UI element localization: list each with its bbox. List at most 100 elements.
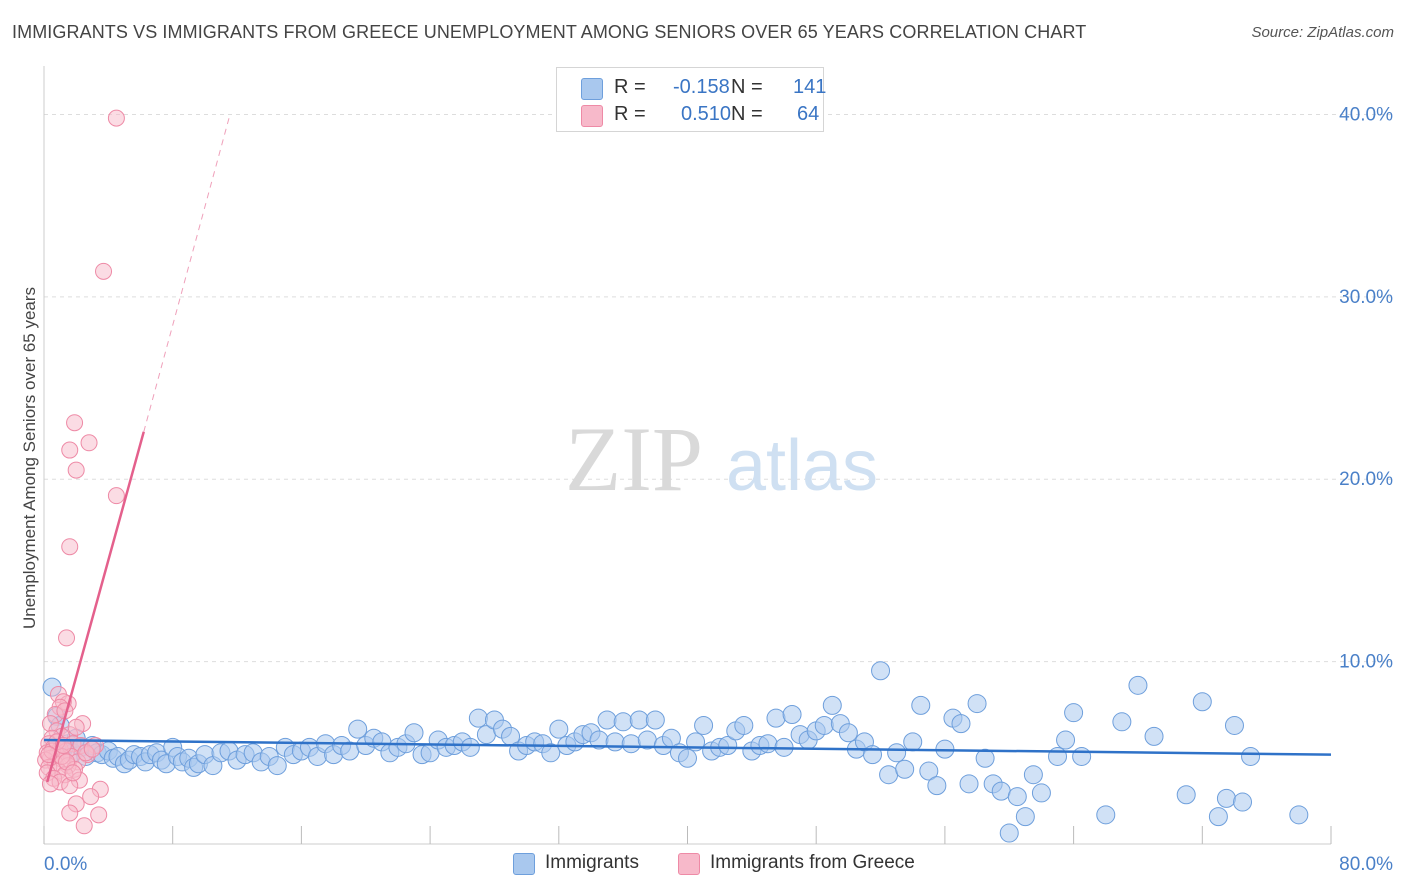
data-point-greece bbox=[61, 538, 79, 556]
data-point-immigrants bbox=[927, 776, 947, 796]
data-point-immigrants bbox=[887, 743, 907, 763]
data-point-immigrants bbox=[718, 736, 738, 756]
data-point-immigrants bbox=[911, 695, 931, 715]
data-point-immigrants bbox=[541, 743, 561, 763]
legend-r-value: -0.158 bbox=[673, 76, 730, 98]
source-credit: Source: ZipAtlas.com bbox=[1251, 24, 1394, 41]
y-tick-label: 30.0% bbox=[1339, 287, 1393, 308]
data-point-immigrants bbox=[1072, 746, 1092, 766]
data-point-immigrants bbox=[1007, 787, 1027, 807]
data-point-immigrants bbox=[975, 748, 995, 768]
x-tick-label: 0.0% bbox=[44, 854, 87, 875]
data-point-immigrants bbox=[1216, 788, 1236, 808]
data-point-immigrants bbox=[678, 748, 697, 768]
legend-n-label: N = bbox=[731, 76, 763, 98]
data-point-immigrants bbox=[1128, 675, 1148, 695]
legend-swatch-pink bbox=[581, 105, 603, 127]
data-point-greece bbox=[41, 775, 59, 793]
data-point-immigrants bbox=[605, 732, 625, 752]
y-tick-label: 20.0% bbox=[1339, 469, 1393, 490]
data-point-greece bbox=[61, 441, 79, 459]
data-point-immigrants bbox=[999, 823, 1019, 843]
data-point-greece bbox=[64, 764, 82, 782]
series-greece-points bbox=[37, 109, 125, 835]
data-point-immigrants bbox=[814, 715, 834, 735]
data-point-greece bbox=[80, 434, 98, 452]
data-point-immigrants bbox=[1031, 783, 1051, 803]
axes bbox=[43, 66, 1332, 845]
data-point-greece bbox=[107, 109, 125, 127]
data-point-immigrants bbox=[734, 715, 754, 735]
data-point-immigrants bbox=[1064, 703, 1084, 723]
legend-r-label: R = bbox=[614, 76, 646, 98]
data-point-immigrants bbox=[460, 737, 480, 757]
legend-n-label: N = bbox=[731, 103, 763, 125]
bottom-legend-label: Immigrants from Greece bbox=[710, 852, 915, 873]
bottom-legend-label: Immigrants bbox=[545, 852, 639, 873]
bottom-legend-swatch-blue bbox=[513, 853, 535, 875]
data-point-immigrants bbox=[1023, 765, 1043, 785]
data-point-immigrants bbox=[991, 781, 1011, 801]
trend-lines bbox=[43, 117, 1332, 783]
data-point-immigrants bbox=[629, 710, 649, 730]
trend-line-greece bbox=[46, 431, 145, 783]
data-point-immigrants bbox=[1192, 692, 1212, 712]
y-tick-label: 40.0% bbox=[1339, 104, 1393, 125]
data-point-immigrants bbox=[782, 705, 802, 725]
data-point-greece bbox=[67, 461, 85, 479]
data-point-immigrants bbox=[468, 708, 488, 728]
data-point-immigrants bbox=[613, 712, 633, 732]
x-tick-label: 80.0% bbox=[1339, 854, 1393, 875]
data-point-immigrants bbox=[267, 756, 287, 776]
data-point-immigrants bbox=[766, 708, 786, 728]
legend-n-value: 64 bbox=[797, 103, 820, 125]
data-point-immigrants bbox=[1176, 785, 1196, 805]
data-point-greece bbox=[61, 804, 79, 822]
bottom-legend-swatch-pink bbox=[678, 853, 700, 875]
data-point-greece bbox=[107, 487, 125, 505]
data-point-immigrants bbox=[838, 723, 858, 743]
data-point-immigrants bbox=[404, 723, 424, 743]
data-point-immigrants bbox=[919, 761, 939, 781]
data-point-immigrants bbox=[645, 710, 665, 730]
legend-swatch-blue bbox=[581, 78, 603, 100]
data-point-greece bbox=[58, 629, 76, 647]
trend-extension-greece bbox=[143, 117, 230, 432]
chart-title: IMMIGRANTS VS IMMIGRANTS FROM GREECE UNE… bbox=[12, 22, 1087, 42]
data-point-immigrants bbox=[879, 765, 899, 785]
legend-r-value: 0.510 bbox=[681, 103, 732, 125]
watermark-atlas: atlas bbox=[726, 426, 878, 506]
data-point-immigrants bbox=[1224, 715, 1244, 735]
data-point-immigrants bbox=[1096, 805, 1116, 825]
grid-lines bbox=[44, 113, 1392, 663]
legend-n-value: 141 bbox=[793, 76, 827, 98]
data-point-immigrants bbox=[597, 710, 617, 730]
legend-r-label: R = bbox=[614, 103, 646, 125]
data-point-immigrants bbox=[549, 719, 569, 739]
data-point-immigrants bbox=[1233, 792, 1253, 812]
watermark: ZIP atlas bbox=[565, 408, 878, 510]
data-point-immigrants bbox=[694, 715, 714, 735]
data-point-immigrants bbox=[758, 734, 778, 754]
data-point-immigrants bbox=[1241, 746, 1261, 766]
data-point-immigrants bbox=[1289, 805, 1309, 825]
trend-line-immigrants bbox=[43, 738, 1332, 756]
y-axis-label: Unemployment Among Seniors over 65 years bbox=[20, 286, 39, 630]
data-point-greece bbox=[67, 718, 85, 736]
data-point-greece bbox=[82, 788, 100, 806]
tick-labels: 10.0% 20.0% 30.0% 40.0% 0.0% 80.0% bbox=[44, 104, 1393, 875]
data-point-immigrants bbox=[959, 774, 979, 794]
data-point-immigrants bbox=[967, 694, 987, 714]
data-point-greece bbox=[90, 806, 108, 824]
correlation-legend: R = -0.158 N = 141 R = 0.510 N = 64 bbox=[556, 67, 827, 132]
data-point-greece bbox=[95, 262, 113, 280]
data-point-immigrants bbox=[822, 695, 842, 715]
data-point-immigrants bbox=[1208, 807, 1228, 827]
data-point-greece bbox=[66, 414, 84, 432]
data-point-immigrants bbox=[1056, 730, 1076, 750]
series-immigrants-points bbox=[42, 661, 1309, 843]
data-point-immigrants bbox=[1015, 807, 1035, 827]
data-point-immigrants bbox=[621, 734, 641, 754]
data-point-immigrants bbox=[903, 732, 923, 752]
